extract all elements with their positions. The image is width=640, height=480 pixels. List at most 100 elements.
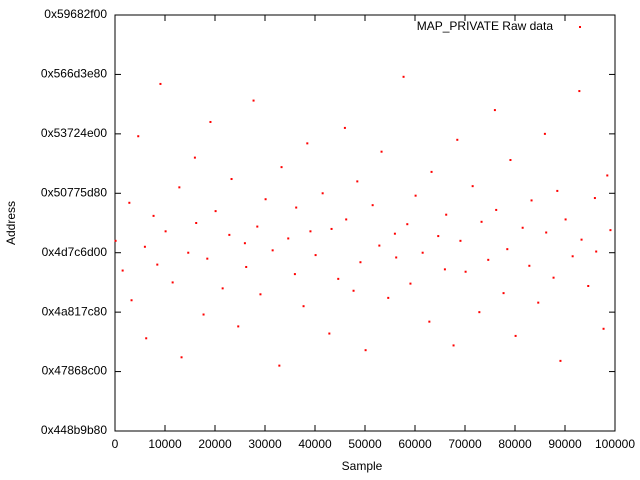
point (478, 311, 481, 314)
point (171, 281, 174, 284)
x-tick-label: 100000 (595, 437, 635, 451)
point (306, 142, 309, 145)
point (552, 276, 555, 279)
point (228, 233, 231, 236)
point (606, 174, 609, 177)
point (143, 245, 146, 248)
x-tick-label: 60000 (398, 437, 432, 451)
point (295, 206, 298, 209)
point (521, 226, 524, 229)
x-tick-label: 90000 (548, 437, 582, 451)
point (321, 192, 324, 195)
point (571, 255, 574, 258)
x-tick-label: 80000 (498, 437, 532, 451)
point (178, 186, 181, 189)
point (578, 90, 581, 93)
point (221, 287, 224, 290)
point (287, 237, 290, 240)
point (156, 263, 159, 266)
x-tick-label: 50000 (348, 437, 382, 451)
point (387, 296, 390, 299)
x-tick-label: 10000 (148, 437, 182, 451)
point (380, 150, 383, 153)
point (214, 210, 217, 213)
y-tick-label: 0x50775d80 (41, 185, 107, 199)
point (602, 327, 605, 330)
point (609, 229, 612, 232)
point (506, 248, 509, 251)
point (309, 230, 312, 233)
point (280, 166, 283, 169)
point (245, 265, 248, 268)
point (114, 239, 117, 242)
point (593, 197, 596, 200)
point (393, 232, 396, 235)
point (206, 257, 209, 260)
point (195, 222, 198, 224)
point (395, 256, 398, 259)
x-tick-label: 0 (112, 437, 119, 451)
point (356, 180, 359, 183)
point (271, 249, 274, 252)
point (464, 270, 467, 273)
point (252, 99, 255, 102)
point (302, 305, 305, 308)
point (471, 185, 474, 188)
point (456, 138, 459, 141)
point (243, 242, 246, 245)
point (495, 208, 498, 211)
x-tick-label: 40000 (298, 437, 332, 451)
legend-marker (579, 26, 581, 28)
point (343, 126, 346, 129)
y-tick-label: 0x448b9b80 (41, 423, 107, 437)
point (487, 258, 490, 261)
y-tick-label: 0x47868c00 (42, 364, 108, 378)
point (559, 359, 562, 362)
point (359, 261, 362, 264)
point (452, 344, 455, 347)
x-tick-label: 20000 (198, 437, 232, 451)
point (130, 299, 133, 302)
point (345, 218, 348, 221)
point (164, 230, 167, 233)
point (237, 325, 240, 328)
point (443, 268, 446, 271)
point (364, 349, 367, 352)
point (543, 132, 546, 135)
point (528, 264, 531, 267)
point (537, 301, 540, 304)
point (137, 135, 140, 138)
point (230, 178, 233, 181)
point (437, 235, 440, 238)
point (264, 198, 267, 201)
point (330, 227, 333, 230)
y-tick-label: 0x4d7c6d00 (42, 245, 108, 259)
point (328, 332, 331, 335)
point (514, 334, 517, 337)
point (193, 156, 196, 159)
point (459, 239, 462, 242)
point (493, 109, 496, 112)
point (337, 277, 340, 280)
point (409, 282, 412, 285)
x-tick-label: 70000 (448, 437, 482, 451)
point (293, 273, 296, 276)
legend-label: MAP_PRIVATE Raw data (417, 19, 554, 33)
point (256, 225, 259, 228)
point (564, 218, 567, 221)
point (371, 204, 374, 207)
y-axis-label: Address (4, 201, 18, 245)
point (545, 231, 548, 234)
point (145, 337, 148, 340)
point (445, 213, 448, 216)
point (278, 364, 281, 367)
point (480, 220, 483, 223)
point (428, 320, 431, 323)
point (152, 214, 155, 217)
point (406, 223, 409, 226)
point (580, 238, 583, 241)
point (595, 250, 598, 253)
point (259, 293, 262, 296)
